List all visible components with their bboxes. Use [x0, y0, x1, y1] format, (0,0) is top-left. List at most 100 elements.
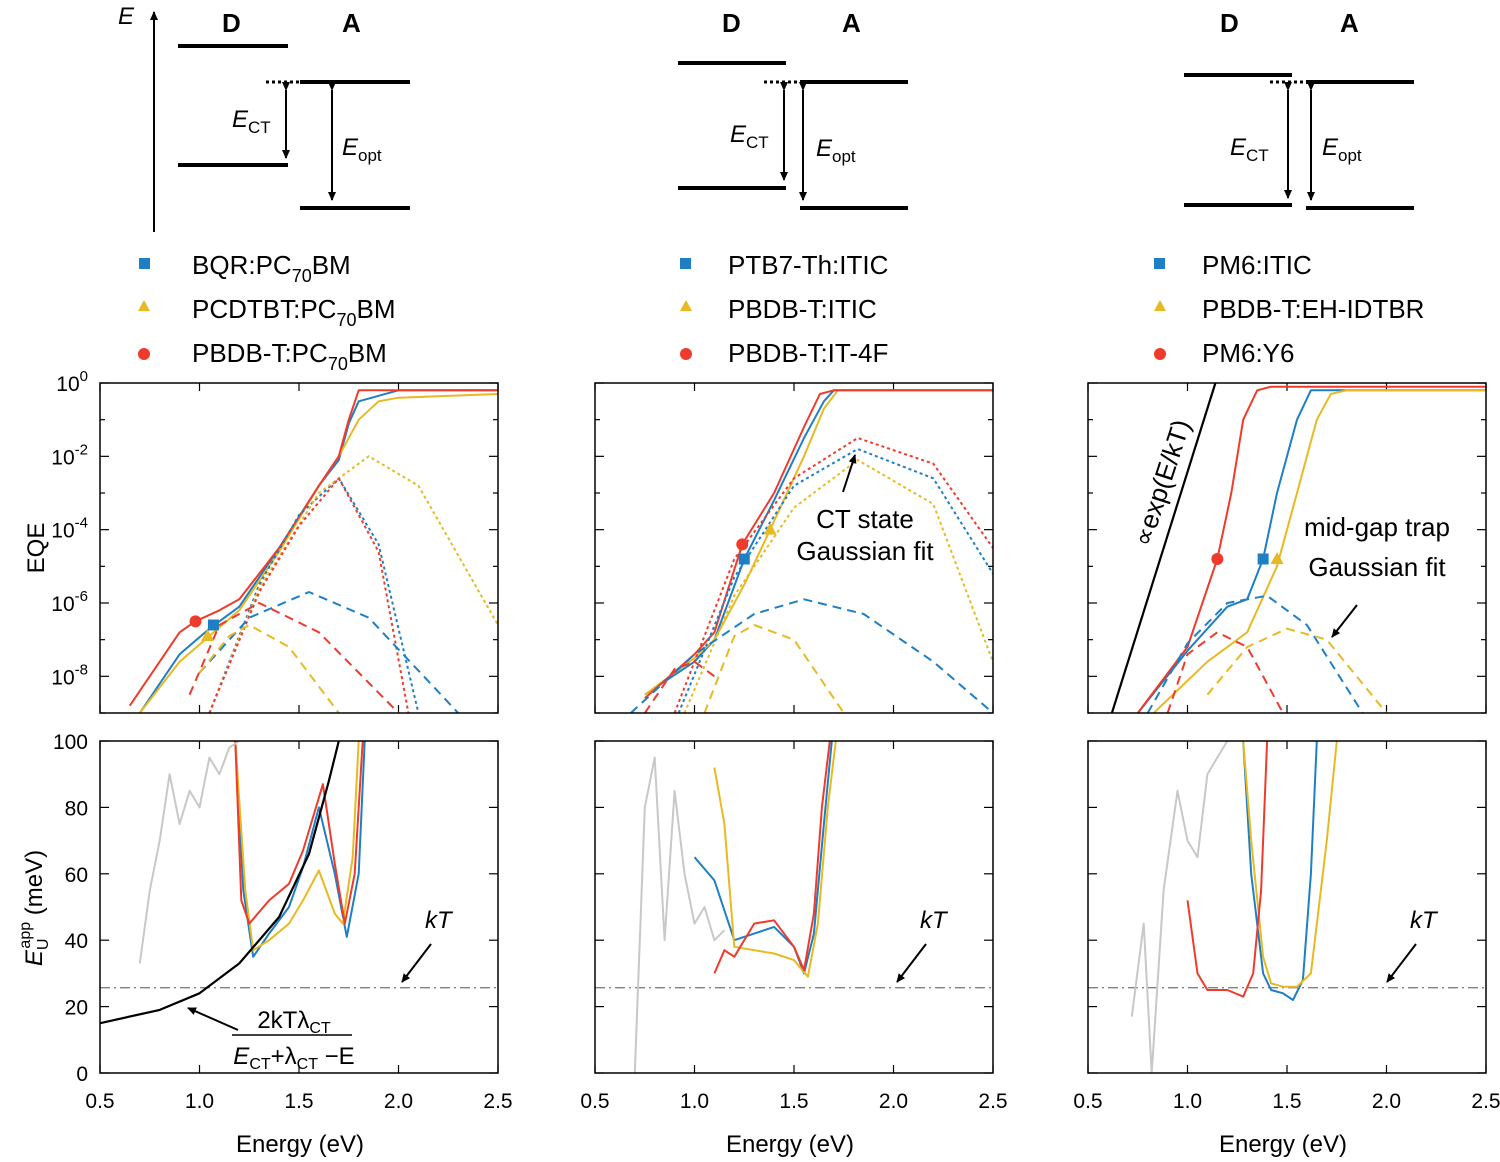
plot-frame — [99, 382, 499, 714]
x-axis-title-1: Energy (eV) — [236, 1131, 364, 1158]
y-tick-label: 10-4 — [51, 515, 88, 543]
series-pbdb-t-ct-gaussian-fit — [208, 477, 410, 713]
eqe-panel-2 — [594, 382, 994, 714]
marker-square — [207, 619, 219, 631]
series-ptb7-th-trap-gaussian-fit — [630, 598, 993, 713]
x-tick-label: 1.5 — [284, 1090, 313, 1113]
plot-frame — [1087, 382, 1487, 714]
donor-label: D — [222, 8, 241, 38]
series-pcdtbt-pc70bm — [234, 741, 360, 952]
legend-entry: PTB7-Th:ITIC — [728, 250, 888, 280]
energy-diagram-2: D A ECT Eopt — [678, 8, 908, 210]
y-tick-label: 80 — [65, 797, 88, 820]
series-pbdb-t-it-4f — [644, 389, 993, 700]
marker-circle — [736, 538, 749, 551]
x-tick-label: 1.0 — [680, 1090, 709, 1113]
ct-fit-label-line2: Gaussian fit — [796, 536, 934, 566]
energy-axis-label: E — [118, 3, 135, 30]
y-tick-label: 40 — [65, 930, 88, 953]
series-pbdb-t-itic — [713, 741, 837, 978]
legends: BQR:PC70BM PCDTBT:PC70BM PBDB-T:PC70BM P… — [138, 250, 1424, 374]
series-pbdb-t-pc70bm — [234, 741, 364, 925]
series-pbdb-t-eh-idtbr — [1153, 389, 1486, 713]
series-ptb7-th-itic — [644, 389, 993, 696]
legend-marker-triangle — [680, 300, 692, 311]
donor-label: D — [1220, 8, 1239, 38]
series-pm6-itic-trap-gaussian-fit — [1146, 594, 1364, 713]
legend-entry: PCDTBT:PC70BM — [192, 294, 396, 330]
y-tick-label: 10-6 — [51, 588, 88, 616]
series-pbdb-t-itic-ct-gaussian-fit — [683, 459, 993, 713]
x-axis-title-2: Energy (eV) — [726, 1131, 854, 1158]
formula-denominator: ECT+λCT −E — [233, 1043, 354, 1073]
kt-label: kT — [425, 907, 454, 934]
series-low-energy-noise — [138, 741, 240, 964]
plot-frame — [99, 740, 499, 1074]
y-tick-label: 10-2 — [51, 441, 88, 469]
x-tick-label: 2.5 — [1471, 1090, 1500, 1113]
formula-numerator: 2kTλCT — [257, 1007, 331, 1037]
trap-fit-annotation: mid-gap trap Gaussian fit — [1304, 512, 1450, 638]
series-bqr-trap-gaussian-fit — [198, 591, 459, 713]
marker-triangle — [1270, 552, 1284, 564]
energy-diagram-1: E D A ECT Eopt — [118, 3, 410, 232]
legend-marker-square — [680, 258, 691, 269]
eopt-label: Eopt — [1322, 134, 1362, 165]
series-pm6-y6-trap-gaussian-fit — [1166, 631, 1284, 713]
series-low-energy-noise — [633, 756, 726, 1073]
series-pbdb-t-trap-gaussian-fit — [188, 602, 400, 713]
series-pm6-y6 — [1137, 385, 1486, 713]
series-pbdb-t-it-4f-trap-gaussian-fit — [643, 660, 715, 713]
marker-circle — [189, 615, 202, 628]
trap-fit-label-line1: mid-gap trap — [1304, 512, 1450, 542]
series-pcdtbt-ct-gaussian-fit — [208, 455, 498, 713]
series-pcdtbt-pc70bm — [139, 393, 498, 713]
legend-entry: PBDB-T:PC70BM — [192, 338, 387, 374]
series-pbdb-t-it-4f-ct-gaussian-fit — [673, 437, 993, 713]
series-pbdb-t-itic-trap-gaussian-fit — [703, 624, 845, 713]
kt-arrow — [896, 943, 927, 983]
eu-panel-1: 0.5 1.0 1.5 2.0 2.5 0 20 40 60 80 100 — [53, 731, 513, 1113]
legend-entry: BQR:PC70BM — [192, 250, 351, 286]
acceptor-label: A — [342, 8, 361, 38]
trap-fit-label-line2: Gaussian fit — [1308, 552, 1446, 582]
eopt-label: Eopt — [342, 134, 382, 165]
x-tick-label: 1.5 — [1272, 1090, 1301, 1113]
y-tick-label: 10-8 — [51, 661, 88, 689]
plot-frame — [594, 740, 994, 1074]
kt-arrow — [401, 943, 432, 983]
x-tick-label: 1.0 — [1173, 1090, 1202, 1113]
eopt-label: Eopt — [816, 135, 856, 166]
eu-panel-2: 0.5 1.0 1.5 2.0 2.5 — [580, 740, 1008, 1113]
eu-axis-title: EUapp (meV) — [17, 850, 52, 966]
y-tick-label: 60 — [65, 864, 88, 887]
legend-marker-square — [139, 258, 150, 269]
legend-marker-circle — [680, 348, 692, 360]
ect-label: ECT — [1230, 134, 1269, 165]
exp-law-label: ∝exp(E/kT) — [1127, 416, 1196, 550]
acceptor-label: A — [1340, 8, 1359, 38]
ct-fit-arrow — [842, 454, 857, 493]
x-tick-label: 2.0 — [384, 1090, 413, 1113]
legend-panel-2: PTB7-Th:ITIC PBDB-T:ITIC PBDB-T:IT-4F — [680, 250, 888, 368]
plot-frame — [1087, 740, 1487, 1074]
marker-triangle — [200, 629, 214, 641]
ect-label: ECT — [232, 106, 271, 137]
series-pcdtbt-trap-gaussian-fit — [198, 624, 340, 713]
marker-square — [738, 553, 750, 565]
ct-fit-annotation: CT state Gaussian fit — [796, 454, 934, 566]
eqe-panel-1: 100 10-2 10-4 10-6 10-8 — [51, 368, 499, 714]
kt-label: kT — [920, 907, 949, 934]
legend-marker-triangle — [1154, 300, 1166, 311]
eqe-panel-3 — [1087, 382, 1487, 714]
x-tick-label: 2.5 — [978, 1090, 1007, 1113]
series-pm6-itic — [1242, 741, 1318, 1001]
kt-annotation-3: kT — [1386, 907, 1439, 983]
x-tick-label: 0.5 — [1073, 1090, 1102, 1113]
plot-frame — [594, 382, 994, 714]
legend-panel-3: PM6:ITIC PBDB-T:EH-IDTBR PM6:Y6 — [1154, 250, 1424, 368]
acceptor-label: A — [842, 8, 861, 38]
marker-circle — [1211, 553, 1224, 565]
marcus-formula-annotation: 2kTλCT ECT+λCT −E — [187, 1007, 355, 1073]
